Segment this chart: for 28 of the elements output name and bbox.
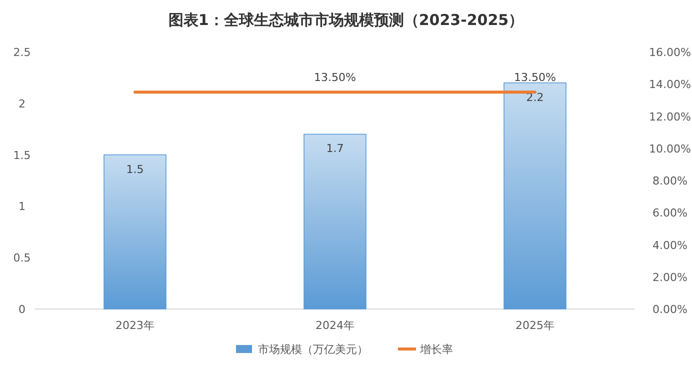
- y-tick-label: 0.5: [13, 252, 31, 265]
- x-tick-label: 2025年: [516, 319, 554, 332]
- y2-tick-label: 10.00%: [649, 142, 691, 156]
- y-tick-label: 1.5: [13, 148, 31, 162]
- y2-tick-label: 4.00%: [652, 238, 688, 252]
- x-tick-label: 2023年: [116, 319, 154, 332]
- data-label: 13.50%: [314, 71, 356, 84]
- y2-tick-label: 2.00%: [652, 270, 688, 284]
- y2-tick-label: 6.00%: [652, 206, 688, 220]
- y2-tick-label: 0.00%: [652, 303, 688, 316]
- y2-tick-label: 14.00%: [649, 78, 691, 92]
- data-label: 1.7: [326, 142, 344, 156]
- data-label: 13.50%: [514, 71, 556, 84]
- x-tick-label: 2024年: [316, 319, 354, 332]
- y-tick-label: 2.5: [13, 46, 31, 59]
- chart-title: 图表1：全球生态城市市场规模预测（2023-2025）: [168, 11, 524, 29]
- bar: [104, 154, 166, 310]
- y-tick-label: 1: [18, 200, 26, 214]
- y2-tick-label: 16.00%: [649, 46, 691, 59]
- y-tick-label: 2: [18, 97, 26, 110]
- y2-tick-label: 12.00%: [649, 110, 691, 124]
- y-tick-label: 0: [18, 303, 26, 316]
- bar: [304, 134, 366, 310]
- data-label: 1.5: [126, 162, 144, 176]
- bar: [504, 82, 566, 310]
- legend-label: 增长率: [419, 343, 453, 356]
- y2-tick-label: 8.00%: [652, 174, 688, 188]
- legend-label: 市场规模（万亿美元）: [258, 343, 368, 356]
